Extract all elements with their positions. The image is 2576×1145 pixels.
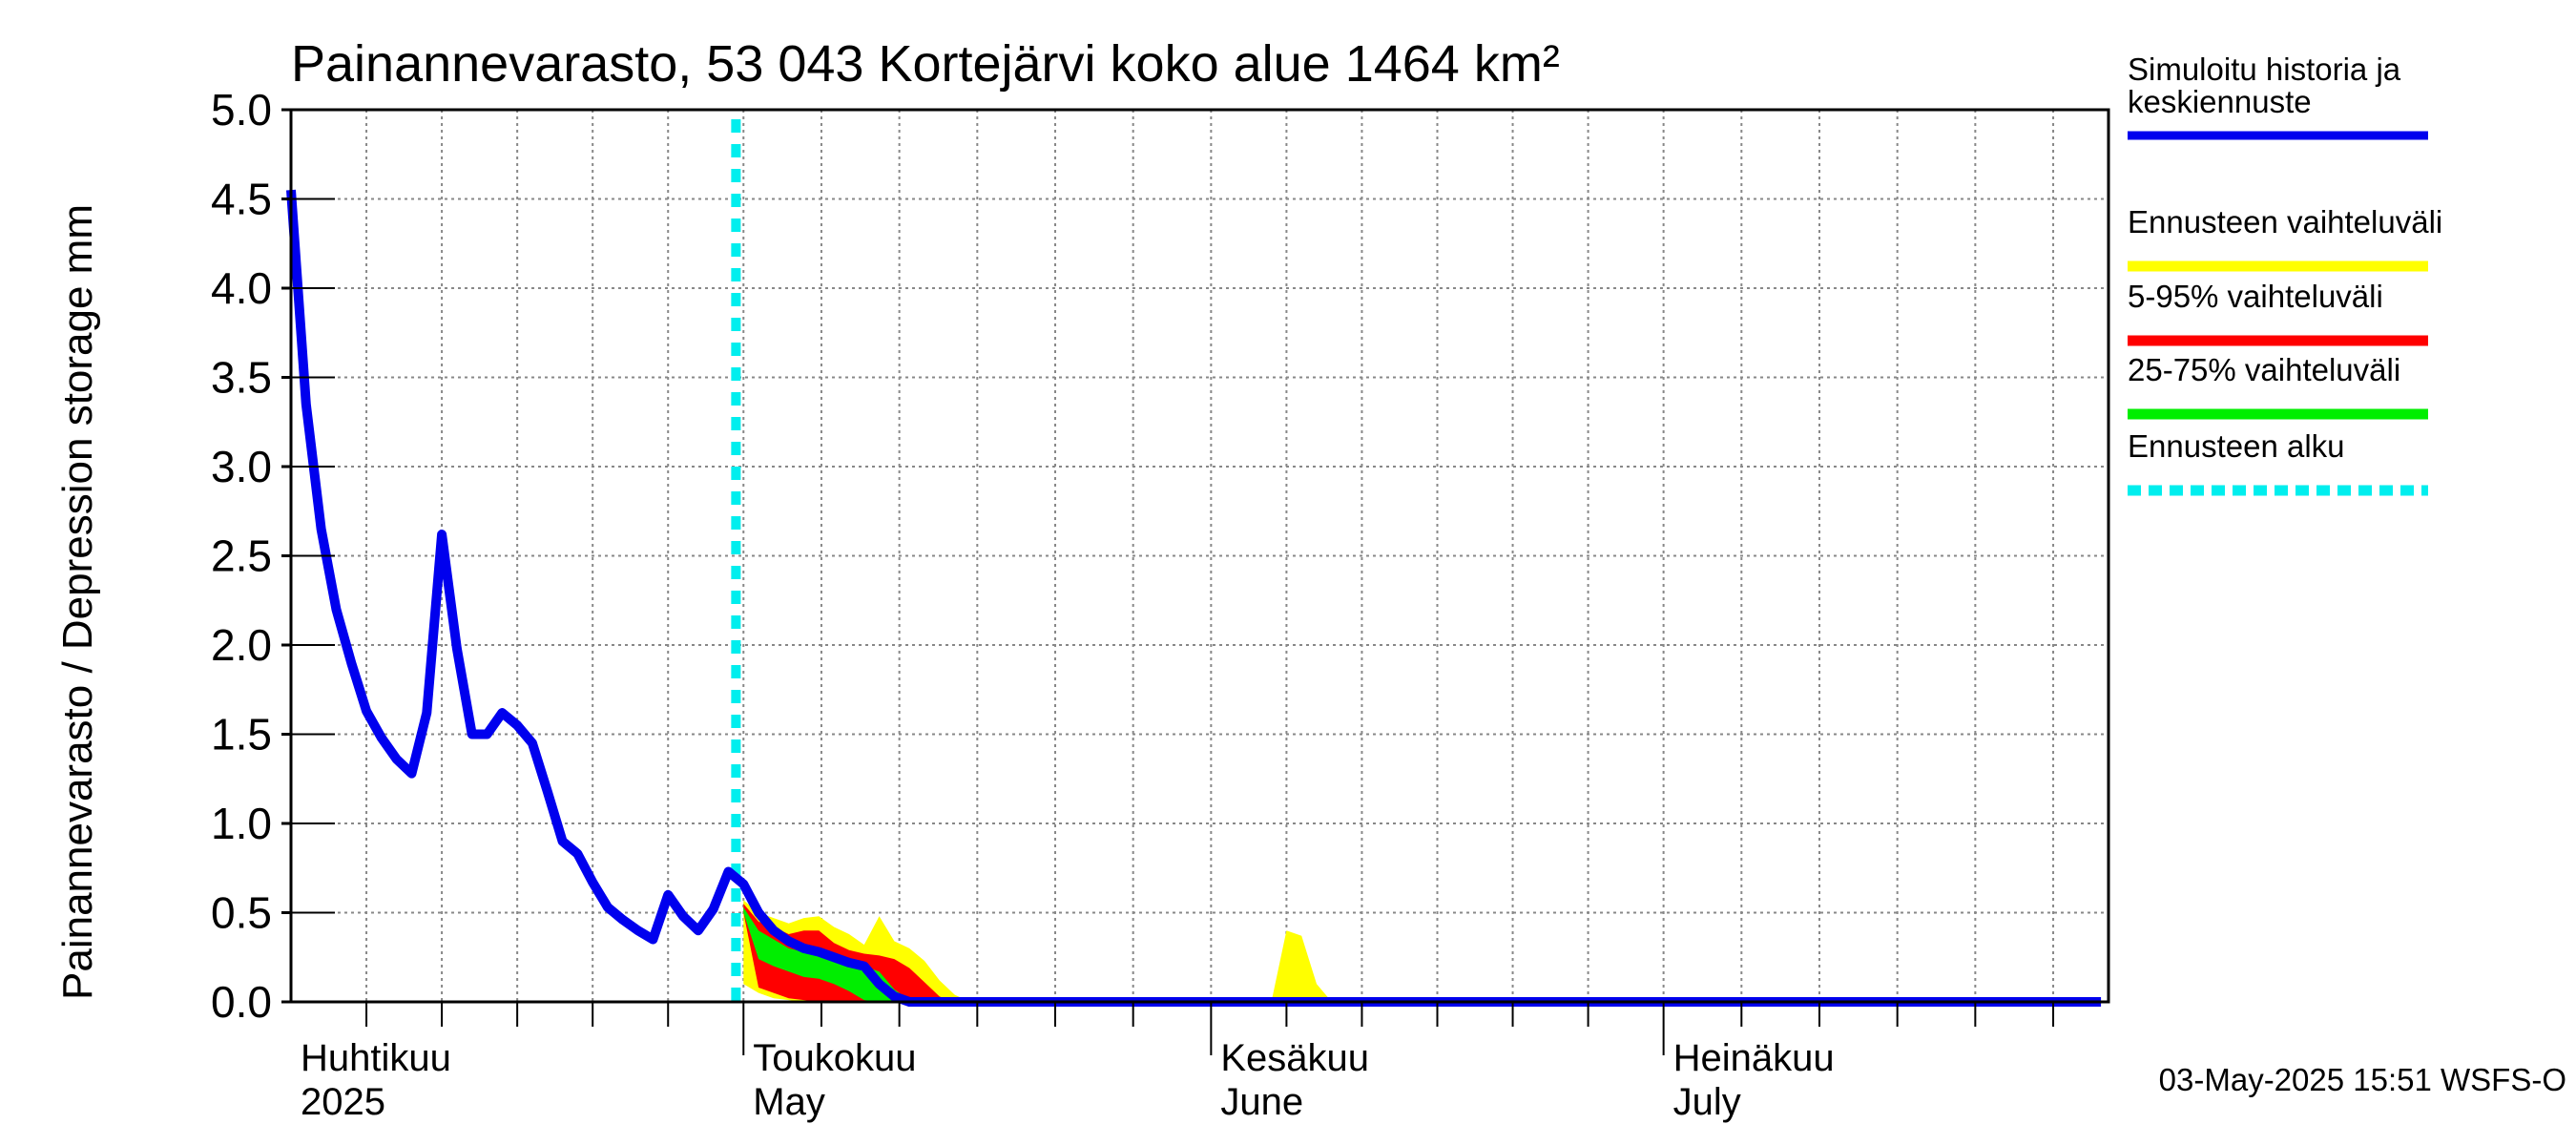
y-tick-label: 0.5 [211,888,272,938]
y-axis-label: Painannevarasto / Depression storage mm [54,204,101,1000]
month-label-en: May [753,1081,825,1123]
y-tick-label: 5.0 [211,85,272,135]
grid [291,110,2109,1002]
band-5-95-vaihteluv-li [743,904,955,1002]
y-tick-label: 3.5 [211,353,272,403]
series-line-simulated [286,189,2102,1007]
legend-label: 5-95% vaihteluväli [2128,279,2383,314]
y-tick-label: 0.0 [211,977,272,1027]
plot-frame [289,108,2110,1004]
legend-label: Ennusteen alku [2128,428,2345,464]
y-tick-label: 1.5 [211,710,272,760]
y-tick-label: 4.0 [211,263,272,313]
month-label-en: 2025 [301,1081,385,1123]
month-label-en: July [1673,1081,1741,1123]
month-label-fi: Kesäkuu [1220,1037,1369,1079]
timestamp-footer: 03-May-2025 15:51 WSFS-O [2159,1062,2566,1097]
month-label-en: June [1220,1081,1303,1123]
legend-label: keskiennuste [2128,84,2312,119]
y-tick-label: 2.0 [211,620,272,670]
legend-label: Simuloitu historia ja [2128,52,2401,87]
series-lines [286,119,2102,1007]
legend-label: Ennusteen vaihteluväli [2128,204,2442,239]
legend-label: 25-75% vaihteluväli [2128,352,2400,387]
y-tick-label: 1.0 [211,799,272,848]
month-label-fi: Heinäkuu [1673,1037,1835,1079]
y-tick-label: 4.5 [211,175,272,224]
y-tick-label: 3.0 [211,442,272,491]
chart-title: Painannevarasto, 53 043 Kortejärvi koko … [291,35,1560,93]
month-label-fi: Huhtikuu [301,1037,451,1079]
month-label-fi: Toukokuu [753,1037,916,1079]
axes: 0.0 0.5 1.0 1.5 2.0 2.5 3.0 3.5 4.0 4.5 5.0 Huhtiku… [211,85,2110,1123]
y-tick-label: 2.5 [211,531,272,581]
